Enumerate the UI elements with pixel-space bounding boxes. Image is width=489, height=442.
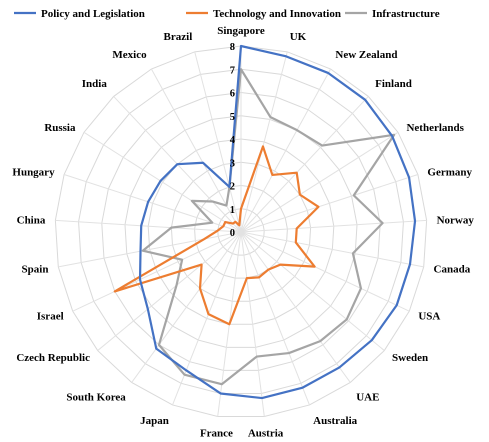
category-label-czech-republic: Czech Republic — [16, 352, 90, 364]
spoke-japan — [172, 231, 242, 406]
category-label-netherlands: Netherlands — [406, 122, 464, 134]
category-label-russia: Russia — [44, 122, 76, 134]
spoke-uae — [240, 231, 351, 383]
spoke-germany — [240, 174, 419, 233]
grid-ring-3 — [170, 161, 312, 302]
spoke-sweden — [240, 231, 385, 351]
spoke-netherlands — [240, 131, 399, 233]
category-label-uk: UK — [290, 31, 307, 43]
grid-ring-4 — [147, 138, 335, 325]
tick-label-4: 4 — [230, 135, 236, 146]
spoke-china — [55, 219, 242, 233]
spoke-australia — [240, 231, 310, 406]
category-label-germany: Germany — [427, 166, 472, 178]
spoke-russia — [83, 131, 242, 233]
category-label-sweden: Sweden — [392, 352, 428, 364]
radial-tick-labels: 0 1 2 3 4 5 6 7 8 — [230, 42, 236, 239]
category-label-finland: Finland — [375, 78, 412, 90]
spoke-canada — [240, 231, 424, 268]
legend-label-technology-and-innovation: Technology and Innovation — [213, 8, 341, 20]
legend-label-infrastructure: Infrastructure — [372, 8, 440, 20]
category-label-austria: Austria — [248, 427, 284, 439]
spoke-norway — [240, 219, 427, 233]
category-label-india: India — [82, 78, 108, 90]
category-label-uae: UAE — [356, 392, 379, 404]
category-label-usa: USA — [418, 310, 440, 322]
tick-label-1: 1 — [230, 205, 235, 216]
series-layer — [113, 44, 417, 400]
category-label-china: China — [17, 215, 46, 227]
grid-ring-2 — [194, 184, 288, 279]
category-label-hungary: Hungary — [12, 166, 55, 178]
category-label-norway: Norway — [437, 215, 475, 227]
category-label-brazil: Brazil — [164, 31, 193, 43]
category-label-japan: Japan — [140, 415, 169, 427]
series-infrastructure — [141, 68, 396, 386]
spoke-uk — [240, 51, 288, 233]
grid-ring-5 — [124, 115, 358, 348]
tick-label-6: 6 — [230, 89, 235, 100]
grid-ring-7 — [78, 68, 404, 394]
category-label-canada: Canada — [434, 264, 471, 276]
tick-label-2: 2 — [230, 182, 235, 193]
spoke-usa — [240, 231, 410, 312]
spoke-finland — [240, 96, 369, 233]
spoke-austria — [240, 231, 265, 417]
spoke-new-zealand — [240, 68, 332, 233]
tick-label-7: 7 — [230, 65, 235, 76]
grid-ring-1 — [217, 208, 265, 256]
series-policy-and-legislation — [138, 44, 417, 400]
series-technology-and-innovation — [113, 145, 320, 326]
category-label-singapore: Singapore — [217, 25, 265, 37]
spoke-czech-republic — [97, 231, 242, 351]
category-label-france: France — [200, 427, 233, 439]
category-label-new-zealand: New Zealand — [335, 49, 397, 61]
radar-spokes — [55, 46, 427, 417]
spoke-spain — [58, 231, 242, 268]
legend-label-policy-and-legislation: Policy and Legislation — [41, 8, 145, 20]
spoke-israel — [72, 231, 242, 312]
grid-ring-8 — [54, 45, 428, 418]
tick-label-8: 8 — [230, 42, 235, 53]
category-label-australia: Australia — [313, 415, 358, 427]
legend: Policy and Legislation Technology and Inn… — [14, 8, 440, 20]
category-label-israel: Israel — [37, 310, 64, 322]
tick-label-3: 3 — [230, 158, 235, 169]
tick-label-5: 5 — [230, 112, 235, 123]
category-label-south-korea: South Korea — [66, 392, 126, 404]
spoke-brazil — [194, 51, 242, 233]
spoke-south-korea — [131, 231, 242, 383]
category-label-mexico: Mexico — [112, 49, 147, 61]
tick-label-0: 0 — [230, 228, 235, 239]
category-labels: Singapore UK New Zealand Finland Netherlands… — [12, 25, 474, 439]
category-label-spain: Spain — [22, 264, 49, 276]
